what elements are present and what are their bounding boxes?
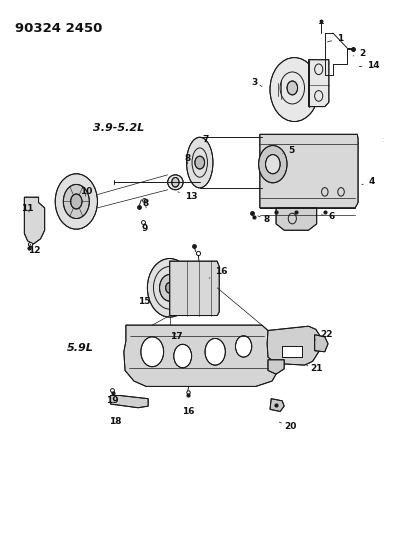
Text: 6: 6 (321, 213, 334, 221)
Text: 3.9-5.2L: 3.9-5.2L (93, 123, 144, 133)
Bar (281, 346, 301, 357)
Text: 19: 19 (105, 397, 118, 405)
Text: 16: 16 (209, 268, 227, 278)
Text: 5.9L: 5.9L (67, 343, 94, 352)
Circle shape (265, 155, 279, 174)
Circle shape (205, 338, 225, 365)
Bar (281, 346, 301, 357)
Text: 9: 9 (141, 223, 147, 232)
Circle shape (165, 282, 173, 293)
Text: 5: 5 (282, 146, 294, 155)
Ellipse shape (167, 175, 183, 190)
Ellipse shape (186, 137, 213, 188)
Circle shape (63, 184, 89, 219)
Polygon shape (259, 134, 357, 208)
Text: 20: 20 (279, 422, 296, 431)
Text: 11: 11 (21, 205, 34, 213)
Circle shape (55, 174, 97, 229)
Circle shape (171, 177, 179, 187)
Text: 22: 22 (314, 330, 333, 340)
Polygon shape (24, 197, 45, 244)
Polygon shape (267, 360, 284, 374)
Circle shape (173, 344, 191, 368)
Circle shape (141, 337, 163, 367)
Polygon shape (269, 399, 283, 411)
Text: 1: 1 (327, 34, 342, 43)
Text: 3: 3 (250, 78, 261, 87)
Text: 7: 7 (202, 135, 208, 144)
Text: 13: 13 (177, 192, 197, 200)
Polygon shape (266, 326, 319, 365)
Text: 10: 10 (80, 188, 92, 196)
Polygon shape (314, 335, 327, 352)
Text: 4: 4 (361, 177, 374, 185)
Text: 8: 8 (142, 199, 148, 208)
Text: 90324 2450: 90324 2450 (15, 22, 102, 35)
Circle shape (286, 81, 297, 95)
Circle shape (147, 259, 192, 317)
Circle shape (235, 336, 251, 357)
Text: 2: 2 (352, 49, 365, 58)
Polygon shape (275, 208, 316, 230)
Circle shape (194, 156, 204, 169)
Text: 15: 15 (138, 297, 150, 305)
Polygon shape (169, 261, 219, 316)
Text: 12: 12 (28, 246, 40, 255)
Text: 14: 14 (358, 61, 379, 69)
Text: 8: 8 (184, 155, 190, 164)
Polygon shape (124, 325, 275, 386)
Polygon shape (308, 60, 328, 107)
Circle shape (258, 146, 286, 183)
Text: 8: 8 (257, 215, 269, 224)
Circle shape (159, 274, 179, 301)
Text: :: : (380, 136, 382, 143)
Polygon shape (110, 395, 148, 408)
Text: 16: 16 (181, 407, 194, 416)
Text: 18: 18 (109, 417, 121, 425)
Circle shape (269, 58, 318, 122)
Text: 21: 21 (305, 365, 322, 373)
Circle shape (70, 194, 82, 209)
Text: 17: 17 (169, 333, 182, 341)
